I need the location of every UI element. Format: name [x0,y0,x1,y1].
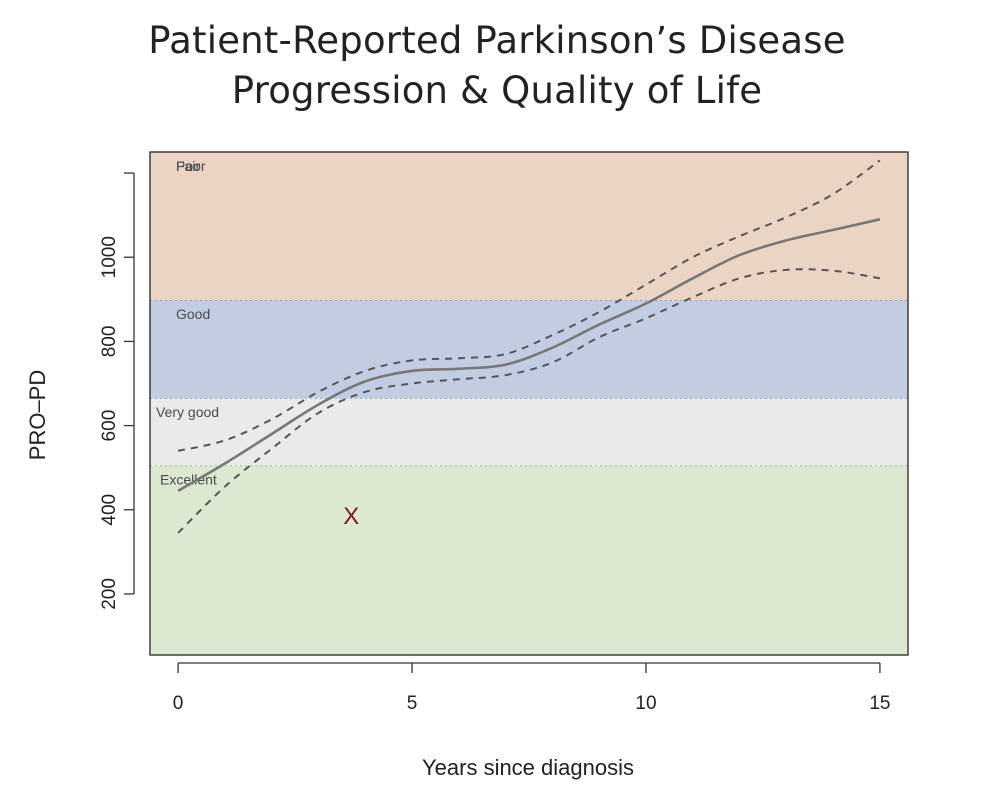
band-fair [150,152,908,301]
y-axis: 200 400 600 800 1000 [99,172,135,610]
x-tick-label: 5 [407,693,418,714]
chart-title: Patient-Reported Parkinson’s Disease Pro… [0,16,994,116]
series-estimate-line [177,218,881,492]
y-tick-label: 600 [99,410,120,442]
x-axis: 0 5 10 15 [173,662,890,714]
plot-frame [149,151,909,656]
y-tick-label: 400 [99,494,120,526]
band-label-very-good: Very good [156,404,219,420]
y-tick-label: 200 [99,578,120,610]
x-tick-label: 10 [635,693,656,714]
band-label-fair: Fair [176,158,200,174]
title-line-2: Progression & Quality of Life [231,69,763,112]
band-label-poor: Poor [176,158,206,174]
y-tick-label: 800 [99,326,120,358]
x-tick-label: 15 [869,693,890,714]
y-tick-label: 1000 [99,236,120,278]
x-marker: X [343,503,359,530]
band-good [150,300,908,399]
band-excellent [150,465,908,655]
y-axis-title: PRO–PD [25,370,50,460]
x-tick-label: 0 [173,693,184,714]
series-lines [177,159,881,534]
annotations: X [343,503,359,530]
band-very-good [150,398,908,466]
series-lower-line [177,268,881,534]
x-axis-title: Years since diagnosis [422,755,634,780]
title-line-1: Patient-Reported Parkinson’s Disease [148,19,846,62]
band-label-good: Good [176,306,210,322]
